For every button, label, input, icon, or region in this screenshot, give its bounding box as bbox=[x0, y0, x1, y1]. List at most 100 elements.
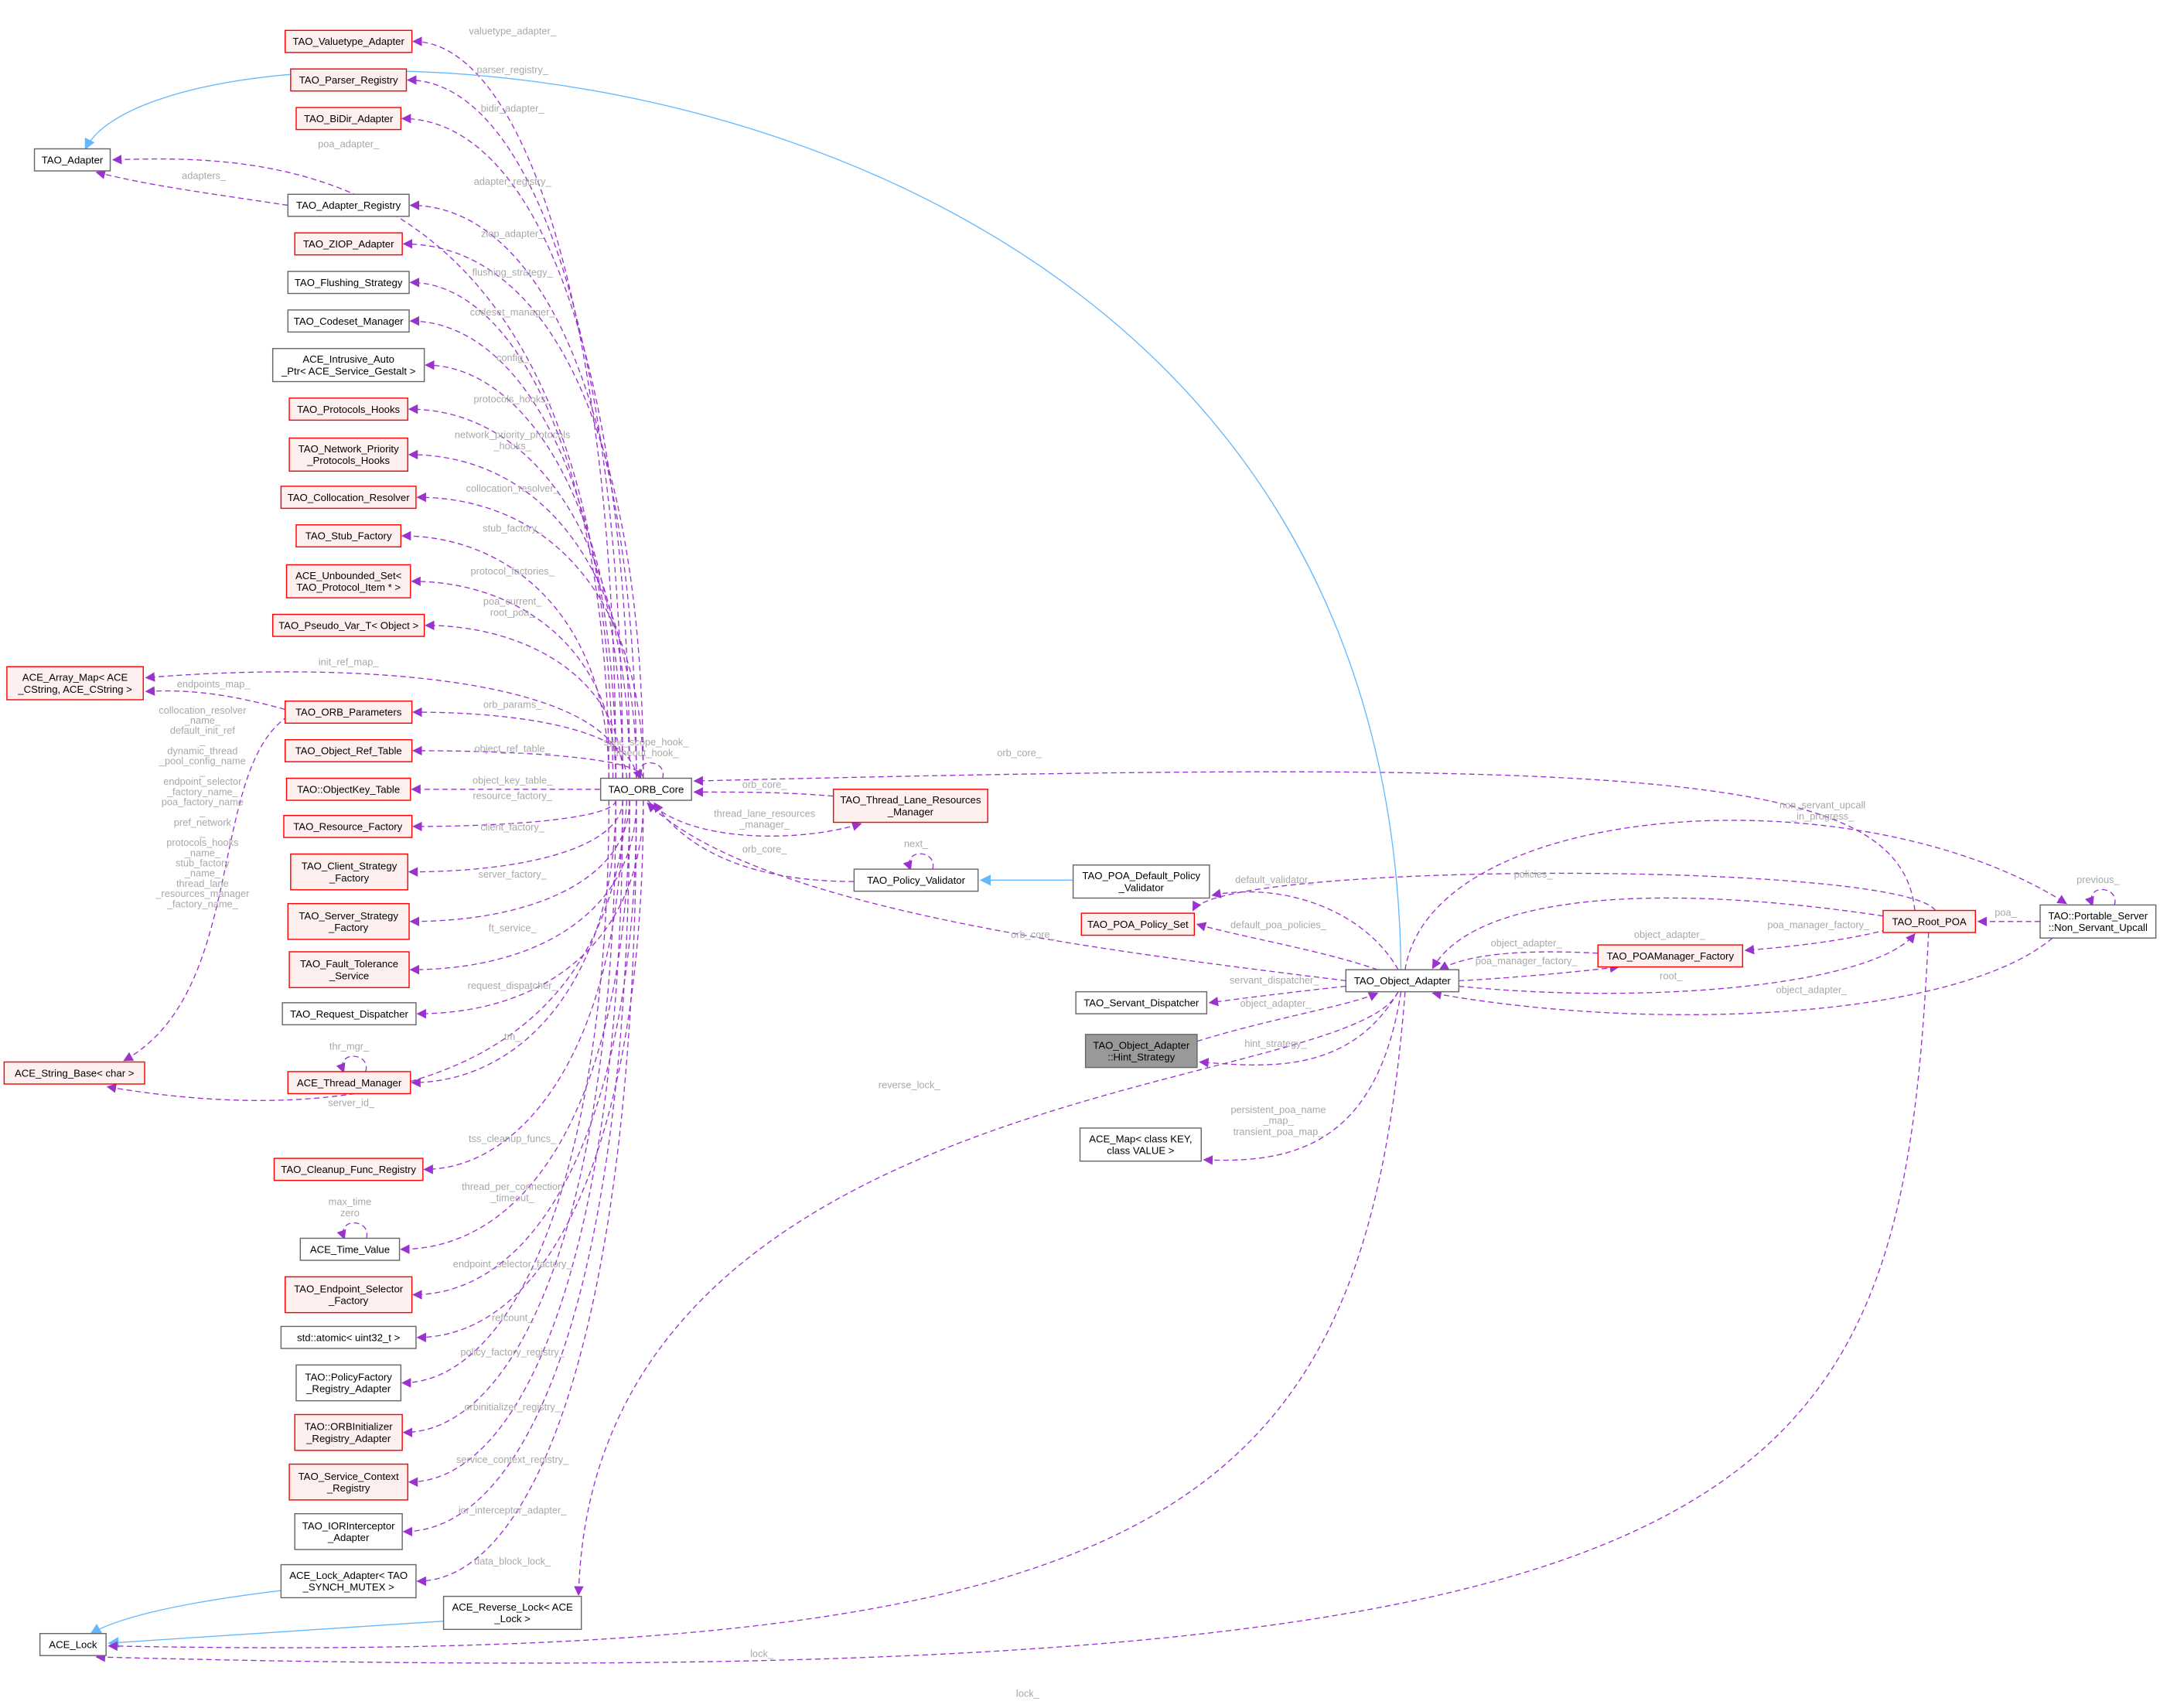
node-tao-collocation-resolver[interactable]: TAO_Collocation_Resolver bbox=[280, 486, 417, 510]
node-tao-orb-core[interactable]: TAO_ORB_Core bbox=[599, 777, 692, 801]
node-tao-parser-registry[interactable]: TAO_Parser_Registry bbox=[290, 68, 408, 92]
edge-member bbox=[407, 75, 623, 779]
edge-member bbox=[336, 1222, 368, 1240]
node-tao-server-strategy-factory[interactable]: TAO_Server_Strategy_Factory bbox=[287, 902, 410, 940]
node-tao-network-priority-protocols-hooks[interactable]: TAO_Network_Priority_Protocols_Hooks bbox=[288, 437, 408, 472]
node-tao-poa-default-policy-validator[interactable]: TAO_POA_Default_Policy_Validator bbox=[1072, 864, 1210, 899]
edge-label: _ bbox=[199, 765, 206, 777]
node-box bbox=[294, 1413, 403, 1451]
node-box bbox=[442, 1595, 582, 1631]
node-std-atomic-uint32-t[interactable]: std::atomic< uint32_t > bbox=[280, 1325, 417, 1349]
node-tao-client-strategy-factory[interactable]: TAO_Client_Strategy_Factory bbox=[290, 853, 408, 891]
node-ace-time-value[interactable]: ACE_Time_Value bbox=[299, 1237, 401, 1261]
node-label: TAO_Valuetype_Adapter bbox=[292, 36, 404, 47]
edge-member bbox=[408, 449, 637, 779]
node-label: _Ptr< ACE_Service_Gestalt > bbox=[281, 365, 416, 377]
node-tao-objectkey-table[interactable]: TAO::ObjectKey_Table bbox=[285, 777, 411, 801]
edge-label: data_block_lock_ bbox=[474, 1556, 551, 1567]
node-tao-policyfactory-registry-adapter[interactable]: TAO::PolicyFactory_Registry_Adapter bbox=[295, 1364, 402, 1402]
node-box bbox=[273, 1157, 424, 1181]
node-tao-orb-parameters[interactable]: TAO_ORB_Parameters bbox=[285, 701, 413, 724]
node-ace-lock[interactable]: ACE_Lock bbox=[39, 1632, 107, 1656]
node-tao-fault-tolerance-service[interactable]: TAO_Fault_Tolerance_Service bbox=[288, 951, 410, 988]
node-tao-bidir-adapter[interactable]: TAO_BiDir_Adapter bbox=[295, 107, 402, 131]
edge-label: endpoint_selector bbox=[163, 776, 242, 787]
node-tao-object-adapter[interactable]: TAO_Object_Adapter bbox=[1345, 969, 1460, 993]
edge-label: ior_interceptor_adapter_ bbox=[459, 1505, 567, 1516]
edge-member bbox=[574, 991, 1399, 1597]
node-label: ACE_Reverse_Lock< ACE bbox=[452, 1601, 573, 1613]
node-label: ACE_Intrusive_Auto bbox=[302, 353, 394, 365]
node-box bbox=[285, 1276, 413, 1314]
node-tao-request-dispatcher[interactable]: TAO_Request_Dispatcher bbox=[282, 1002, 417, 1026]
node-box bbox=[288, 397, 408, 421]
edge-label: _name_ bbox=[184, 714, 221, 726]
edge-label: ziop_adapter_ bbox=[481, 228, 544, 240]
node-tao-adapter[interactable]: TAO_Adapter bbox=[33, 148, 111, 172]
node-tao-servant-dispatcher[interactable]: TAO_Servant_Dispatcher bbox=[1075, 990, 1208, 1014]
node-box bbox=[285, 738, 413, 762]
edge-member bbox=[95, 169, 288, 206]
node-tao-service-context-registry[interactable]: TAO_Service_Context_Registry bbox=[288, 1463, 408, 1501]
node-label: TAO_Object_Ref_Table bbox=[295, 745, 402, 757]
edge-member bbox=[401, 800, 609, 1388]
node-tao-ziop-adapter[interactable]: TAO_ZIOP_Adapter bbox=[294, 232, 403, 256]
edge-label: _factory_name_ bbox=[166, 786, 239, 797]
node-tao-orbinitializer-registry-adapter[interactable]: TAO::ORBInitializer_Registry_Adapter bbox=[294, 1413, 403, 1451]
node-tao-portable-server-non-servant-upcall[interactable]: TAO::Portable_Server::Non_Servant_Upcall bbox=[2039, 904, 2157, 939]
node-box bbox=[287, 193, 410, 217]
edge-label: init_ref_map_ bbox=[319, 656, 380, 667]
edge-label: _name_ bbox=[184, 847, 221, 858]
node-tao-resource-factory[interactable]: TAO_Resource_Factory bbox=[283, 814, 413, 838]
edge-label: poa_manager_factory_ bbox=[1767, 919, 1870, 931]
node-ace-map-class-key-class-value[interactable]: ACE_Map< class KEY,class VALUE > bbox=[1079, 1127, 1202, 1162]
node-tao-endpoint-selector-factory[interactable]: TAO_Endpoint_Selector_Factory bbox=[285, 1276, 413, 1314]
edge-member bbox=[1192, 872, 1936, 912]
node-tao-thread-lane-resources-manager[interactable]: TAO_Thread_Lane_Resources_Manager bbox=[832, 789, 988, 823]
node-tao-poa-policy-set[interactable]: TAO_POA_Policy_Set bbox=[1080, 912, 1196, 936]
node-tao-root-poa[interactable]: TAO_Root_POA bbox=[1882, 909, 1977, 933]
node-ace-string-base-char[interactable]: ACE_String_Base< char > bbox=[3, 1061, 145, 1085]
node-tao-iorinterceptor-adapter[interactable]: TAO_IORInterceptor_Adapter bbox=[294, 1513, 403, 1550]
node-ace-reverse-lock-ace-lock[interactable]: ACE_Reverse_Lock< ACE_Lock > bbox=[442, 1595, 582, 1631]
edge-label: object_ref_table_ bbox=[474, 743, 551, 755]
node-box bbox=[287, 309, 410, 333]
edge-member bbox=[693, 771, 1916, 911]
node-label: TAO_ORB_Core bbox=[608, 783, 684, 795]
node-tao-stub-factory[interactable]: TAO_Stub_Factory bbox=[295, 524, 402, 547]
node-label: ACE_Unbounded_Set< bbox=[295, 570, 402, 581]
node-label: TAO::PolicyFactory bbox=[305, 1372, 392, 1383]
edge-member bbox=[1208, 985, 1346, 1007]
edge-label: network_priority_protocols bbox=[455, 429, 571, 441]
node-tao-adapter-registry[interactable]: TAO_Adapter_Registry bbox=[287, 193, 410, 217]
node-box bbox=[3, 1061, 145, 1085]
edge-label: endpoint_selector_factory_ bbox=[453, 1258, 573, 1270]
edge-member bbox=[647, 802, 1346, 982]
node-ace-array-map-ace-cstring-ace-cstring[interactable]: ACE_Array_Map< ACE_CString, ACE_CString … bbox=[6, 666, 144, 701]
node-tao-object-adapter-hint-strategy[interactable]: TAO_Object_Adapter::Hint_Strategy bbox=[1084, 1034, 1198, 1069]
node-label: ACE_Thread_Manager bbox=[297, 1077, 402, 1089]
node-tao-protocols-hooks[interactable]: TAO_Protocols_Hooks bbox=[288, 397, 408, 421]
node-tao-cleanup-func-registry[interactable]: TAO_Cleanup_Func_Registry bbox=[273, 1157, 424, 1181]
node-label: TAO_Codeset_Manager bbox=[294, 315, 404, 327]
node-label: _Adapter bbox=[327, 1532, 370, 1543]
edge-label: tss_cleanup_funcs_ bbox=[469, 1133, 557, 1144]
node-tao-poamanager-factory[interactable]: TAO_POAManager_Factory bbox=[1597, 944, 1743, 968]
node-tao-flushing-strategy[interactable]: TAO_Flushing_Strategy bbox=[287, 271, 410, 295]
node-ace-thread-manager[interactable]: ACE_Thread_Manager bbox=[287, 1071, 411, 1095]
node-tao-codeset-manager[interactable]: TAO_Codeset_Manager bbox=[287, 309, 410, 333]
edge-member bbox=[400, 800, 630, 1254]
edge-member bbox=[402, 239, 644, 779]
node-ace-unbounded-set-tao-protocol-item[interactable]: ACE_Unbounded_Set<TAO_Protocol_Item * > bbox=[285, 564, 411, 598]
node-ace-intrusive-auto-ptr-ace-service-gestalt[interactable]: ACE_Intrusive_Auto_Ptr< ACE_Service_Gest… bbox=[271, 348, 425, 383]
edge-label: orb_core_ bbox=[742, 779, 788, 790]
node-tao-policy-validator[interactable]: TAO_Policy_Validator bbox=[853, 868, 979, 892]
node-box bbox=[295, 1364, 402, 1402]
edges-layer bbox=[84, 36, 2116, 1664]
node-tao-valuetype-adapter[interactable]: TAO_Valuetype_Adapter bbox=[285, 29, 413, 53]
edge-label: root_ bbox=[1660, 970, 1683, 982]
node-tao-pseudo-var-t-object[interactable]: TAO_Pseudo_Var_T< Object > bbox=[271, 613, 425, 637]
edge-label: non_servant_upcall bbox=[1780, 799, 1865, 811]
node-tao-object-ref-table[interactable]: TAO_Object_Ref_Table bbox=[285, 738, 413, 762]
node-ace-lock-adapter-tao-synch-mutex[interactable]: ACE_Lock_Adapter< TAO_SYNCH_MUTEX > bbox=[280, 1563, 417, 1599]
